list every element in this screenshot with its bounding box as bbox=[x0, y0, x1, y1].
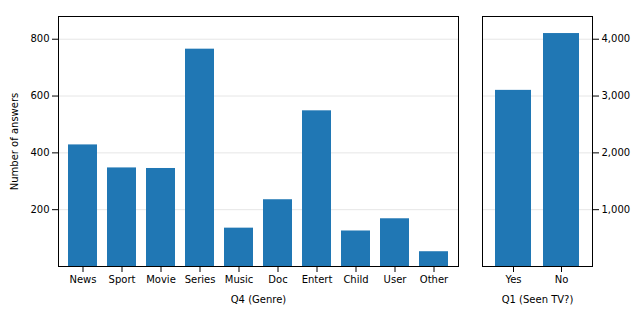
svg-text:3,000: 3,000 bbox=[602, 90, 631, 101]
svg-text:Entert: Entert bbox=[302, 274, 333, 285]
svg-text:Doc: Doc bbox=[268, 274, 287, 285]
svg-text:4,000: 4,000 bbox=[602, 33, 631, 44]
svg-text:Sport: Sport bbox=[109, 274, 136, 285]
svg-text:Music: Music bbox=[225, 274, 253, 285]
svg-text:Movie: Movie bbox=[146, 274, 176, 285]
svg-text:2,000: 2,000 bbox=[602, 147, 631, 158]
svg-text:1,000: 1,000 bbox=[602, 204, 631, 215]
svg-text:Series: Series bbox=[185, 274, 216, 285]
svg-text:Number of answers: Number of answers bbox=[9, 93, 20, 191]
svg-text:Child: Child bbox=[343, 274, 368, 285]
svg-text:Other: Other bbox=[420, 274, 449, 285]
svg-text:News: News bbox=[69, 274, 96, 285]
svg-text:200: 200 bbox=[30, 204, 49, 215]
svg-text:User: User bbox=[384, 274, 408, 285]
svg-text:Yes: Yes bbox=[504, 274, 521, 285]
svg-text:400: 400 bbox=[30, 147, 49, 158]
svg-text:Q4 (Genre): Q4 (Genre) bbox=[231, 294, 287, 305]
svg-text:800: 800 bbox=[30, 33, 49, 44]
svg-text:600: 600 bbox=[30, 90, 49, 101]
svg-text:Q1 (Seen TV?): Q1 (Seen TV?) bbox=[502, 294, 574, 305]
svg-text:No: No bbox=[555, 274, 569, 285]
